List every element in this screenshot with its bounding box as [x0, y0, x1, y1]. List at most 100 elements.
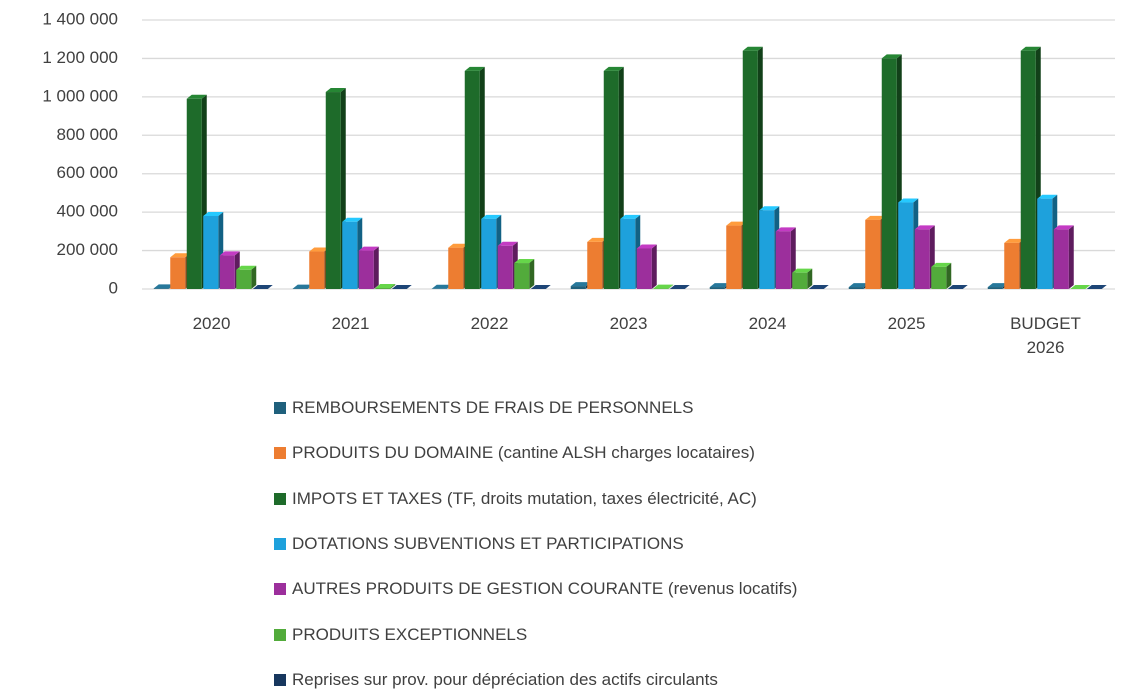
legend-item: PRODUITS EXCEPTIONNELS: [274, 625, 527, 645]
bar-group: [358, 246, 379, 289]
y-tick-label: 600 000: [57, 163, 118, 182]
bar-group: [375, 284, 396, 289]
bar-top: [309, 247, 330, 252]
bar-side: [946, 262, 952, 289]
y-tick-label: 1 200 000: [42, 48, 118, 67]
bar-top: [603, 66, 624, 71]
bar-group: [236, 265, 257, 289]
bar-side: [668, 284, 674, 289]
legend-swatch: [274, 628, 286, 641]
bar-group: [1086, 285, 1107, 289]
bar-side: [807, 268, 813, 289]
bar: [865, 219, 881, 289]
bar: [570, 286, 586, 289]
y-tick-label: 1 400 000: [42, 9, 118, 28]
x-tick-label: 2024: [748, 314, 787, 333]
bar: [448, 247, 464, 289]
bar-top: [252, 285, 273, 289]
legend-label: Reprises sur prov. pour dépréciation des…: [292, 669, 718, 689]
bar-top: [342, 217, 363, 222]
bar-top: [808, 285, 829, 289]
bar: [497, 245, 513, 289]
bar: [219, 255, 235, 289]
bar-top: [1070, 285, 1091, 289]
bar-top: [375, 284, 396, 289]
legend-label: DOTATIONS SUBVENTIONS ET PARTICIPATIONS: [292, 533, 684, 553]
y-tick-label: 400 000: [57, 202, 118, 221]
bar-top: [792, 268, 813, 273]
bar: [775, 231, 791, 289]
bar: [325, 92, 341, 289]
bar-group: [636, 244, 657, 289]
bar-top: [1004, 238, 1025, 243]
bar: [358, 250, 374, 289]
bar-top: [653, 284, 674, 289]
bar: [620, 218, 636, 289]
bar-group: [530, 285, 551, 289]
bar-top: [709, 283, 730, 288]
legend-label: PRODUITS EXCEPTIONNELS: [292, 624, 528, 644]
bar-top: [153, 284, 174, 289]
bar-top: [431, 284, 452, 289]
bar: [742, 50, 758, 289]
bar-top: [865, 215, 886, 220]
legend-swatch: [274, 537, 286, 550]
bar: [848, 287, 864, 289]
bar-top: [358, 246, 379, 251]
bar-top: [236, 265, 257, 270]
bar-top: [530, 285, 551, 289]
bar-top: [170, 253, 191, 258]
bar: [309, 251, 325, 289]
legend-swatch: [274, 492, 286, 505]
bar: [464, 70, 480, 290]
bar-group: [792, 268, 813, 289]
bar-top: [219, 251, 240, 256]
bar-top: [848, 283, 869, 288]
bar-side: [529, 259, 535, 289]
x-tick-label: BUDGET 2026: [1010, 314, 1081, 357]
legend-label: IMPOTS ET TAXES (TF, droits mutation, ta…: [292, 488, 757, 508]
bar: [153, 288, 169, 289]
x-tick-label: 2022: [470, 314, 509, 333]
bar-group: [947, 285, 968, 289]
bar-top: [1086, 285, 1107, 289]
x-tick-label: 2023: [609, 314, 648, 333]
bar: [587, 241, 603, 289]
bar-top: [292, 284, 313, 289]
bar: [1004, 242, 1020, 289]
bar: [375, 288, 391, 289]
legend-swatch: [274, 673, 286, 686]
bar-top: [1020, 46, 1041, 51]
bar-top: [898, 198, 919, 203]
legend-swatch: [274, 447, 286, 460]
bar-top: [620, 214, 641, 219]
bar-top: [497, 241, 518, 246]
bar-top: [1053, 225, 1074, 230]
bar-top: [203, 211, 224, 216]
bar: [881, 58, 897, 289]
y-tick-label: 1 000 000: [42, 86, 118, 105]
bar-group: [1053, 225, 1074, 289]
bar: [481, 218, 497, 289]
bar: [603, 70, 619, 290]
bar-top: [759, 206, 780, 211]
legend-item: AUTRES PRODUITS DE GESTION COURANTE (rev…: [274, 579, 797, 599]
bar-side: [251, 265, 257, 289]
bar-group: [603, 66, 624, 290]
bar-top: [931, 262, 952, 267]
bar-top: [587, 237, 608, 242]
bar: [186, 98, 202, 290]
bar-top: [186, 94, 207, 99]
bar: [1037, 198, 1053, 289]
bar-group: [252, 285, 273, 289]
bar: [898, 202, 914, 289]
bar: [203, 215, 219, 289]
bar-top: [669, 285, 690, 289]
bar-side: [373, 246, 379, 289]
bar-top: [914, 225, 935, 230]
bar: [1053, 229, 1069, 289]
legend-label: REMBOURSEMENTS DE FRAIS DE PERSONNELS: [292, 398, 694, 417]
bar-top: [987, 283, 1008, 288]
